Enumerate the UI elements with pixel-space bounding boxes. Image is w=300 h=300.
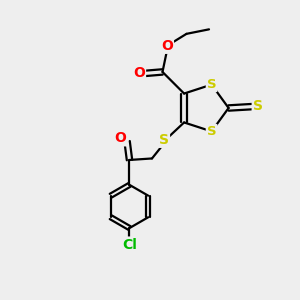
Text: S: S	[253, 100, 263, 113]
Text: O: O	[161, 39, 173, 53]
Text: S: S	[159, 133, 169, 147]
Text: S: S	[207, 78, 216, 91]
Text: O: O	[133, 66, 145, 80]
Text: Cl: Cl	[122, 238, 137, 252]
Text: S: S	[207, 125, 216, 138]
Text: O: O	[115, 131, 126, 146]
